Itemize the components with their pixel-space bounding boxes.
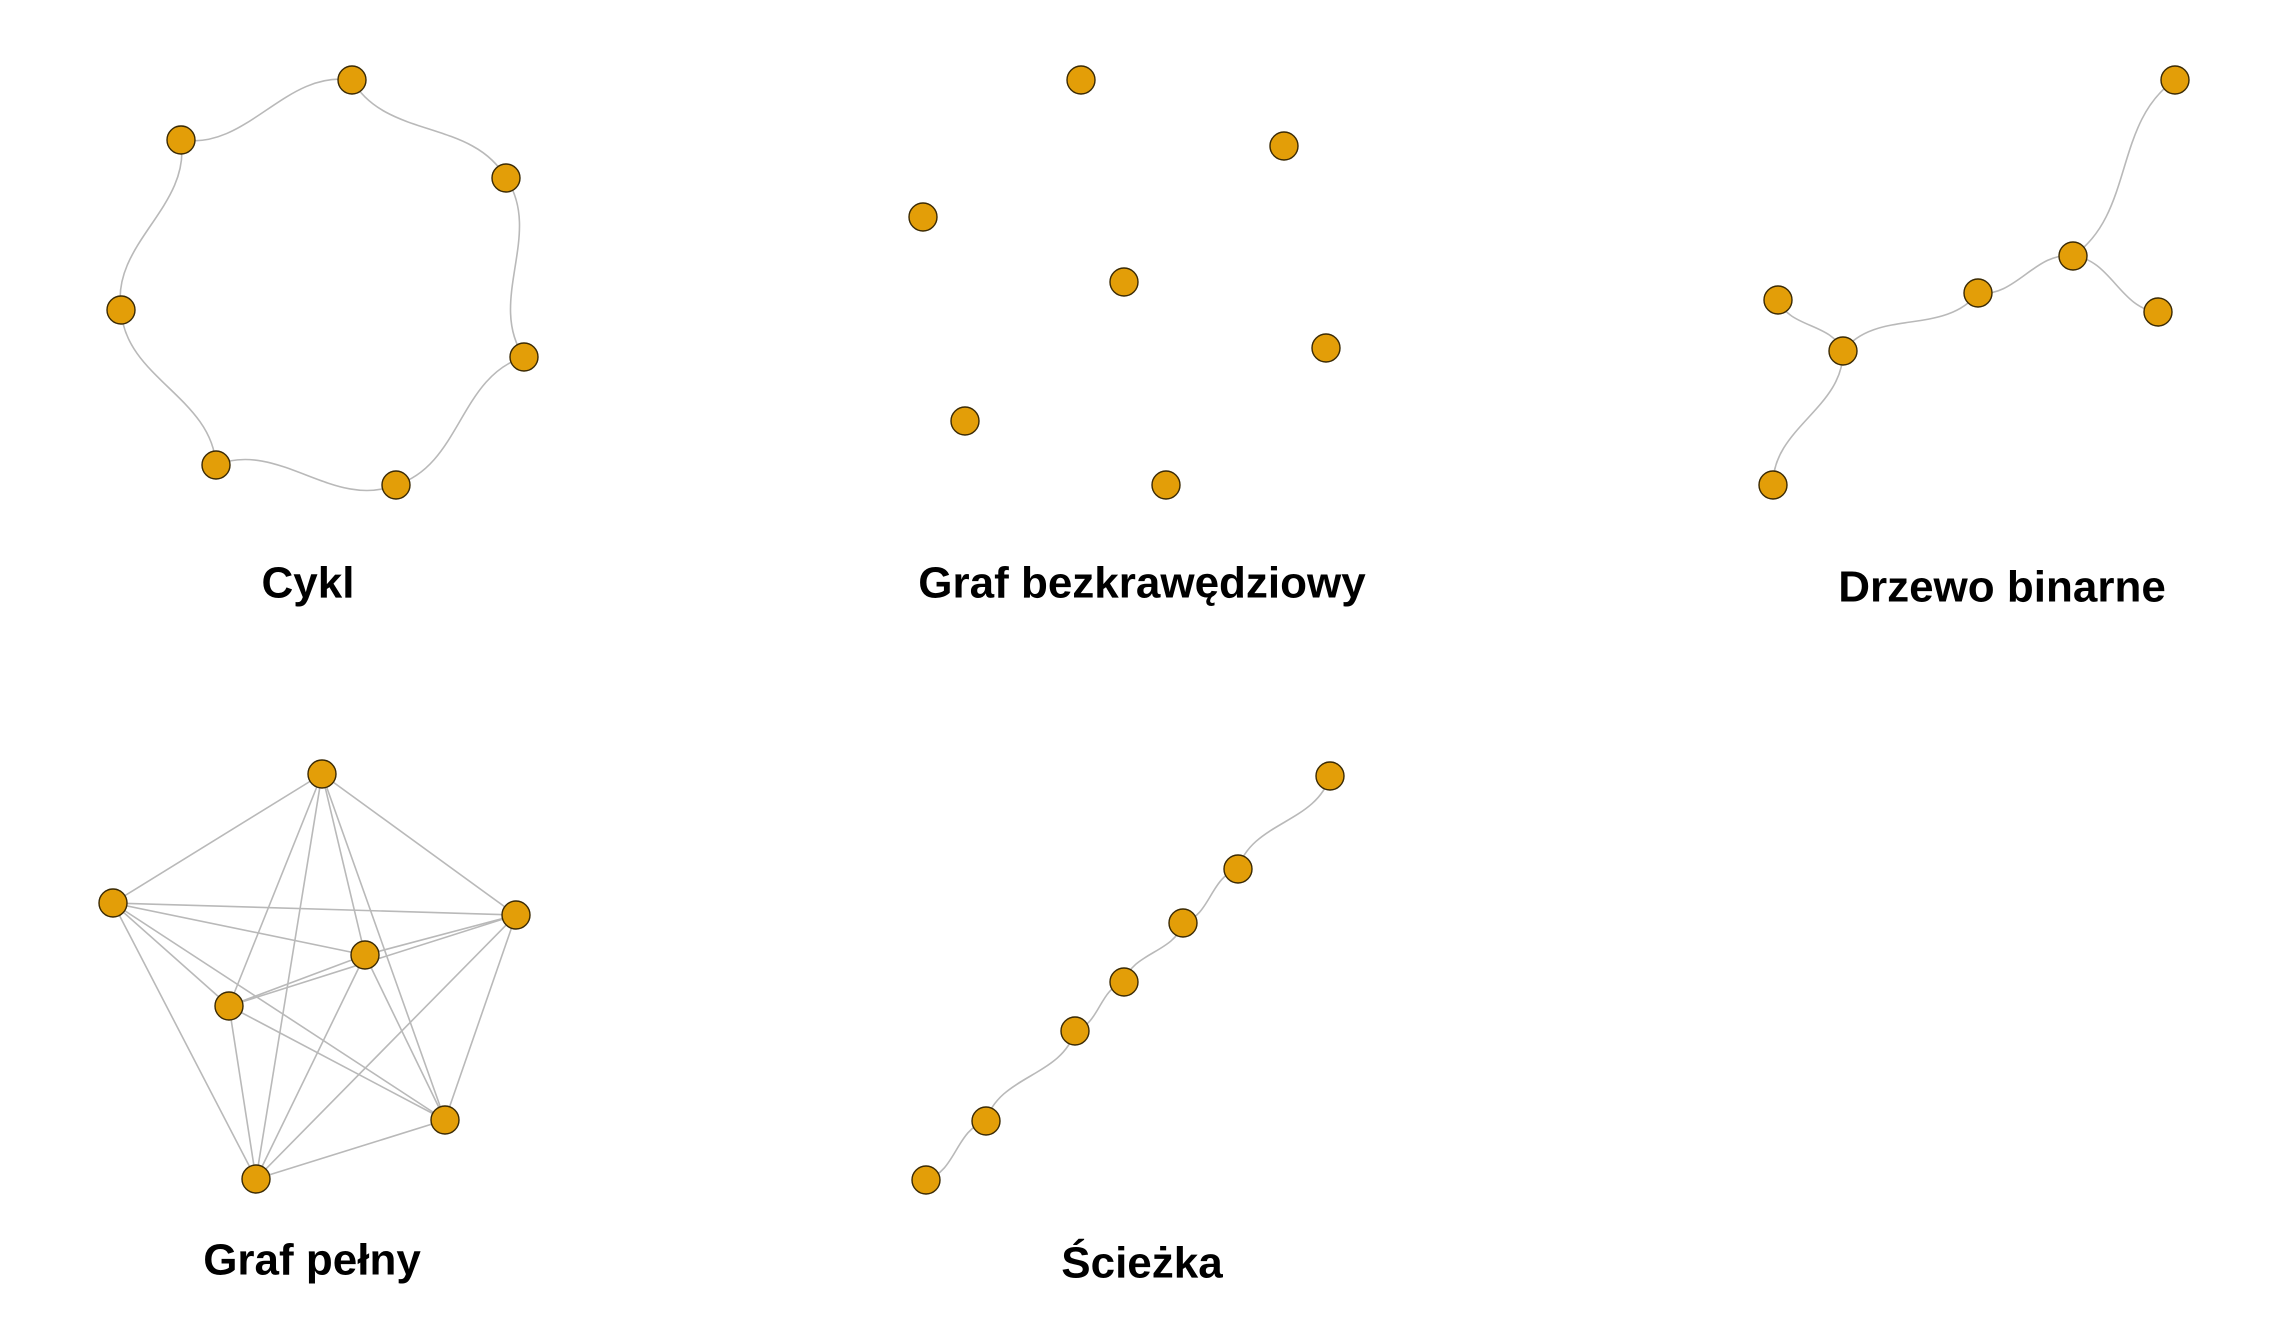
complete-node-6 <box>241 1164 271 1194</box>
complete-edge-1-5 <box>112 902 446 1121</box>
complete-edge-4-6 <box>228 1005 257 1180</box>
cycle-edge-6-0 <box>180 78 353 142</box>
cycle-node-2 <box>509 342 539 372</box>
cycle-node-5 <box>106 295 136 325</box>
path-node-0 <box>911 1165 941 1195</box>
cycle-edge-5-6 <box>119 139 183 311</box>
cycle-edges <box>119 78 525 492</box>
path-label: Ścieżka <box>1061 1238 1223 1288</box>
empty-node-3 <box>1109 267 1139 297</box>
cycle-edge-2-3 <box>395 356 525 486</box>
complete-edge-3-4 <box>228 954 366 1007</box>
cycle-node-6 <box>166 125 196 155</box>
cycle-edge-4-5 <box>120 309 217 466</box>
graph-empty: Graf bezkrawędziowy <box>908 65 1366 608</box>
path-nodes <box>911 761 1345 1195</box>
complete-edge-1-3 <box>112 902 366 956</box>
cycle-node-3 <box>381 470 411 500</box>
empty-node-1 <box>1269 131 1299 161</box>
graph-tree: Drzewo binarne <box>1758 65 2190 612</box>
cycle-edge-3-4 <box>215 458 397 492</box>
empty-node-0 <box>1066 65 1096 95</box>
tree-node-4 <box>1828 336 1858 366</box>
complete-graph-edges <box>112 773 517 1180</box>
graph-complete: Graf pełny <box>98 759 531 1285</box>
tree-label: Drzewo binarne <box>1838 563 2166 612</box>
complete-node-4 <box>214 991 244 1021</box>
complete-edge-3-6 <box>255 954 366 1180</box>
cycle-node-1 <box>491 163 521 193</box>
complete-node-1 <box>98 888 128 918</box>
empty-graph-label: Graf bezkrawędziowy <box>918 559 1366 608</box>
empty-graph-nodes <box>908 65 1341 500</box>
complete-edge-2-3 <box>364 914 517 956</box>
tree-node-6 <box>1758 470 1788 500</box>
complete-edge-0-6 <box>255 773 323 1180</box>
tree-edge-3-4 <box>1842 292 1979 352</box>
tree-node-1 <box>2058 241 2088 271</box>
tree-edge-0-1 <box>2072 79 2176 257</box>
complete-graph-nodes <box>98 759 531 1194</box>
tree-node-3 <box>1963 278 1993 308</box>
tree-edge-4-6 <box>1772 350 1844 486</box>
complete-edge-0-3 <box>321 773 366 956</box>
complete-edge-1-6 <box>112 902 257 1180</box>
cycle-label: Cykl <box>262 559 355 608</box>
cycle-edge-1-2 <box>505 177 525 358</box>
tree-node-2 <box>2143 297 2173 327</box>
tree-node-5 <box>1763 285 1793 315</box>
path-edge-5-6 <box>1237 775 1331 870</box>
complete-edge-5-6 <box>255 1119 446 1180</box>
complete-edge-2-5 <box>444 914 517 1121</box>
empty-node-6 <box>1151 470 1181 500</box>
complete-edge-0-5 <box>321 773 446 1121</box>
complete-graph-label: Graf pełny <box>203 1236 421 1285</box>
cycle-node-4 <box>201 450 231 480</box>
path-edge-1-2 <box>985 1030 1076 1122</box>
empty-node-4 <box>1311 333 1341 363</box>
complete-edge-1-2 <box>112 902 517 916</box>
path-node-5 <box>1223 854 1253 884</box>
complete-edge-2-6 <box>255 914 517 1180</box>
tree-node-0 <box>2160 65 2190 95</box>
tree-edge-1-2 <box>2072 255 2159 313</box>
complete-edge-0-2 <box>321 773 517 916</box>
tree-edge-1-3 <box>1977 254 2074 295</box>
cycle-edge-0-1 <box>351 79 507 179</box>
graph-cycle: Cykl <box>106 65 539 608</box>
path-node-1 <box>971 1106 1001 1136</box>
complete-node-0 <box>307 759 337 789</box>
empty-node-5 <box>950 406 980 436</box>
complete-edge-4-5 <box>228 1005 446 1121</box>
complete-edge-1-4 <box>112 902 230 1007</box>
tree-nodes <box>1758 65 2190 500</box>
path-node-6 <box>1315 761 1345 791</box>
path-node-3 <box>1109 967 1139 997</box>
complete-node-2 <box>501 900 531 930</box>
complete-edge-0-1 <box>112 773 323 904</box>
complete-edge-3-5 <box>364 954 446 1121</box>
graph-path: Ścieżka <box>911 761 1345 1288</box>
path-node-2 <box>1060 1016 1090 1046</box>
empty-node-2 <box>908 202 938 232</box>
cycle-node-0 <box>337 65 367 95</box>
complete-edge-0-4 <box>228 773 323 1007</box>
cycle-nodes <box>106 65 539 500</box>
path-node-4 <box>1168 908 1198 938</box>
complete-node-5 <box>430 1105 460 1135</box>
complete-node-3 <box>350 940 380 970</box>
